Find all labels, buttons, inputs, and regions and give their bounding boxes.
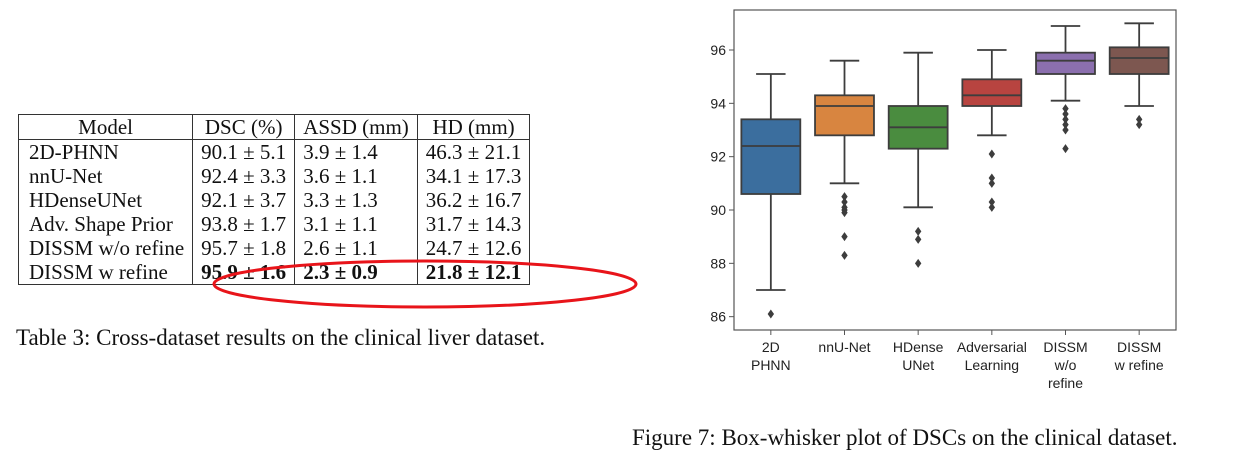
x-tick-label: nnU-Net <box>818 339 870 355</box>
outlier-point <box>841 197 848 207</box>
x-tick-label: DISSM <box>1043 339 1087 355</box>
header-assd: ASSD (mm) <box>294 114 418 140</box>
outlier-point <box>1135 120 1143 130</box>
hd-cell: 31.7 ± 14.3 <box>416 212 530 236</box>
x-tick-label: 2D <box>762 339 780 355</box>
outlier-point <box>988 202 996 212</box>
box-5 <box>1035 51 1096 75</box>
table-caption: Table 3: Cross-dataset results on the cl… <box>16 325 546 350</box>
outlier-point <box>1062 120 1069 130</box>
outlier-point <box>1062 114 1069 124</box>
dsc-cell: 92.4 ± 3.3 <box>192 164 295 188</box>
outlier-point <box>841 208 848 218</box>
hd-cell: 46.3 ± 21.1 <box>416 139 530 164</box>
outlier-point <box>841 250 848 260</box>
outlier-point <box>1062 109 1069 119</box>
assd-cell: 2.6 ± 1.1 <box>294 236 418 260</box>
outlier-point <box>914 226 922 236</box>
table-row: HDenseUNet 92.1 ± 3.7 3.3 ± 1.3 36.2 ± 16.7 <box>19 188 530 212</box>
outlier-point <box>841 232 848 242</box>
model-cell: HDenseUNet <box>29 188 143 212</box>
outlier-point <box>1062 125 1069 135</box>
assd-cell: 3.6 ± 1.1 <box>294 164 418 188</box>
box-6 <box>1108 46 1170 75</box>
results-table: Model DSC (%) ASSD (mm) HD (mm) 2D-PHNN 9… <box>18 114 531 285</box>
outlier-point <box>988 178 996 188</box>
outlier-point <box>914 234 922 244</box>
outlier-point <box>841 192 848 202</box>
assd-cell: 3.9 ± 1.4 <box>294 139 418 164</box>
model-cell: DISSM w/o refine <box>29 236 185 260</box>
x-tick-label: HDense <box>893 339 944 355</box>
hd-cell: 24.7 ± 12.6 <box>416 236 530 260</box>
table-row: nnU-Net 92.4 ± 3.3 3.6 ± 1.1 34.1 ± 17.3 <box>19 164 530 188</box>
figure-caption: Figure 7: Box-whisker plot of DSCs on th… <box>632 425 1178 450</box>
x-tick-label: refine <box>1048 375 1083 391</box>
dsc-cell: 95.7 ± 1.8 <box>192 236 295 260</box>
outlier-point <box>1062 104 1069 114</box>
box-4 <box>961 78 1023 107</box>
outlier-point <box>767 309 775 319</box>
model-cell: nnU-Net <box>29 164 103 188</box>
table-header-row: Model DSC (%) ASSD (mm) HD (mm) <box>18 114 530 140</box>
model-cell: 2D-PHNN <box>29 140 119 164</box>
plot-area: 86 88 90 92 94 96 2D PHNN nnU-Net HDense UNet Adver… <box>710 9 1177 391</box>
y-tick-label: 92 <box>710 149 726 165</box>
y-tick-label: 88 <box>710 255 726 271</box>
x-tick-label: UNet <box>902 357 934 373</box>
dsc-cell: 93.8 ± 1.7 <box>192 212 295 236</box>
table-row: DISSM w refine 95.9 ± 1.6 2.3 ± 0.9 21.8 ± … <box>19 260 530 285</box>
y-tick-label: 96 <box>710 42 726 58</box>
assd-cell: 3.1 ± 1.1 <box>294 212 418 236</box>
hd-cell: 21.8 ± 12.1 <box>416 260 530 285</box>
model-cell: DISSM w refine <box>29 260 168 284</box>
outlier-point <box>988 149 996 159</box>
dsc-cell: 95.9 ± 1.6 <box>192 260 295 285</box>
box-2 <box>814 94 875 137</box>
model-cell: Adv. Shape Prior <box>29 212 173 236</box>
y-tick-label: 94 <box>710 95 726 111</box>
hd-cell: 36.2 ± 16.7 <box>416 188 530 212</box>
plot-frame <box>733 9 1177 331</box>
table-row: 2D-PHNN 90.1 ± 5.1 3.9 ± 1.4 46.3 ± 21.1 <box>19 139 530 164</box>
y-tick-label: 86 <box>710 309 726 325</box>
header-dsc: DSC (%) <box>192 114 295 140</box>
x-tick-label: Adversarial <box>957 339 1027 355</box>
y-tick-label: 90 <box>710 202 726 218</box>
x-tick-label: w/o <box>1054 357 1077 373</box>
x-tick-label: w refine <box>1114 357 1164 373</box>
box-1 <box>740 118 802 195</box>
table-row: Adv. Shape Prior 93.8 ± 1.7 3.1 ± 1.1 31.7 … <box>19 212 530 236</box>
x-tick-label: DISSM <box>1117 339 1161 355</box>
header-model: Model <box>18 114 193 140</box>
table-row: DISSM w/o refine 95.7 ± 1.8 2.6 ± 1.1 24.7 … <box>19 236 530 260</box>
x-tick-label: Learning <box>965 357 1020 373</box>
boxplot-chart: 86 88 90 92 94 96 2D PHNN nnU-Net HDense UNet Adver… <box>710 9 1177 391</box>
dsc-cell: 92.1 ± 3.7 <box>192 188 295 212</box>
assd-cell: 2.3 ± 0.9 <box>294 260 418 285</box>
assd-cell: 3.3 ± 1.3 <box>294 188 418 212</box>
outlier-point <box>1062 144 1069 154</box>
hd-cell: 34.1 ± 17.3 <box>416 164 530 188</box>
header-hd: HD (mm) <box>416 114 530 140</box>
dsc-cell: 90.1 ± 5.1 <box>192 139 295 164</box>
outlier-point <box>914 258 922 268</box>
x-tick-label: PHNN <box>751 357 791 373</box>
table-body: 2D-PHNN 90.1 ± 5.1 3.9 ± 1.4 46.3 ± 21.1 nnU… <box>19 139 530 285</box>
